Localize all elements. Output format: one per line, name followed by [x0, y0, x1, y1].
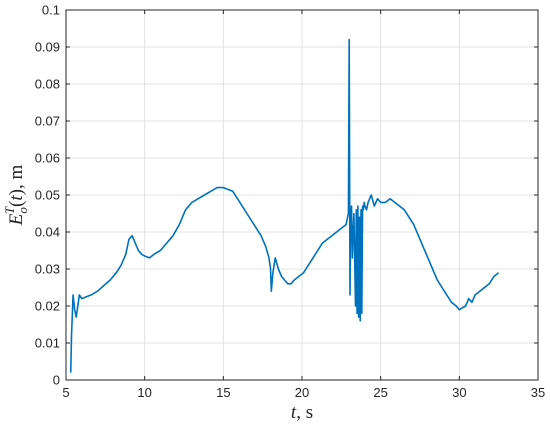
- y-tick-label: 0.06: [35, 151, 60, 166]
- series-layer: [69, 38, 500, 373]
- x-tick-labels: 5 10 15 20 25 30 35: [62, 385, 545, 400]
- y-tick-label: 0.09: [35, 40, 60, 55]
- x-tick-label: 10: [137, 385, 151, 400]
- x-tick-label: 20: [295, 385, 309, 400]
- x-tick-label: 15: [216, 385, 230, 400]
- y-tick-label: 0.1: [42, 3, 60, 18]
- x-tick-label: 35: [531, 385, 545, 400]
- y-tick-label: 0.08: [35, 77, 60, 92]
- y-tick-label: 0.05: [35, 188, 60, 203]
- x-axis-label: t, s: [291, 402, 313, 423]
- y-tick-label: 0.03: [35, 262, 60, 277]
- x-tick-label: 25: [373, 385, 387, 400]
- y-tick-label: 0.07: [35, 114, 60, 129]
- series-line: [69, 38, 500, 373]
- x-tick-label: 5: [62, 385, 69, 400]
- y-tick-label: 0: [53, 373, 60, 388]
- y-tick-label: 0.02: [35, 299, 60, 314]
- grid-lines: [65, 9, 539, 381]
- tick-marks: [65, 9, 539, 381]
- y-tick-label: 0.04: [35, 225, 60, 240]
- x-tick-label: 30: [452, 385, 466, 400]
- y-tick-label: 0.01: [35, 336, 60, 351]
- y-axis-label: EoT(t), m: [2, 165, 30, 227]
- y-tick-labels: 0 0.01 0.02 0.03 0.04 0.05 0.06 0.07 0.08 0.09 0.1: [35, 3, 60, 388]
